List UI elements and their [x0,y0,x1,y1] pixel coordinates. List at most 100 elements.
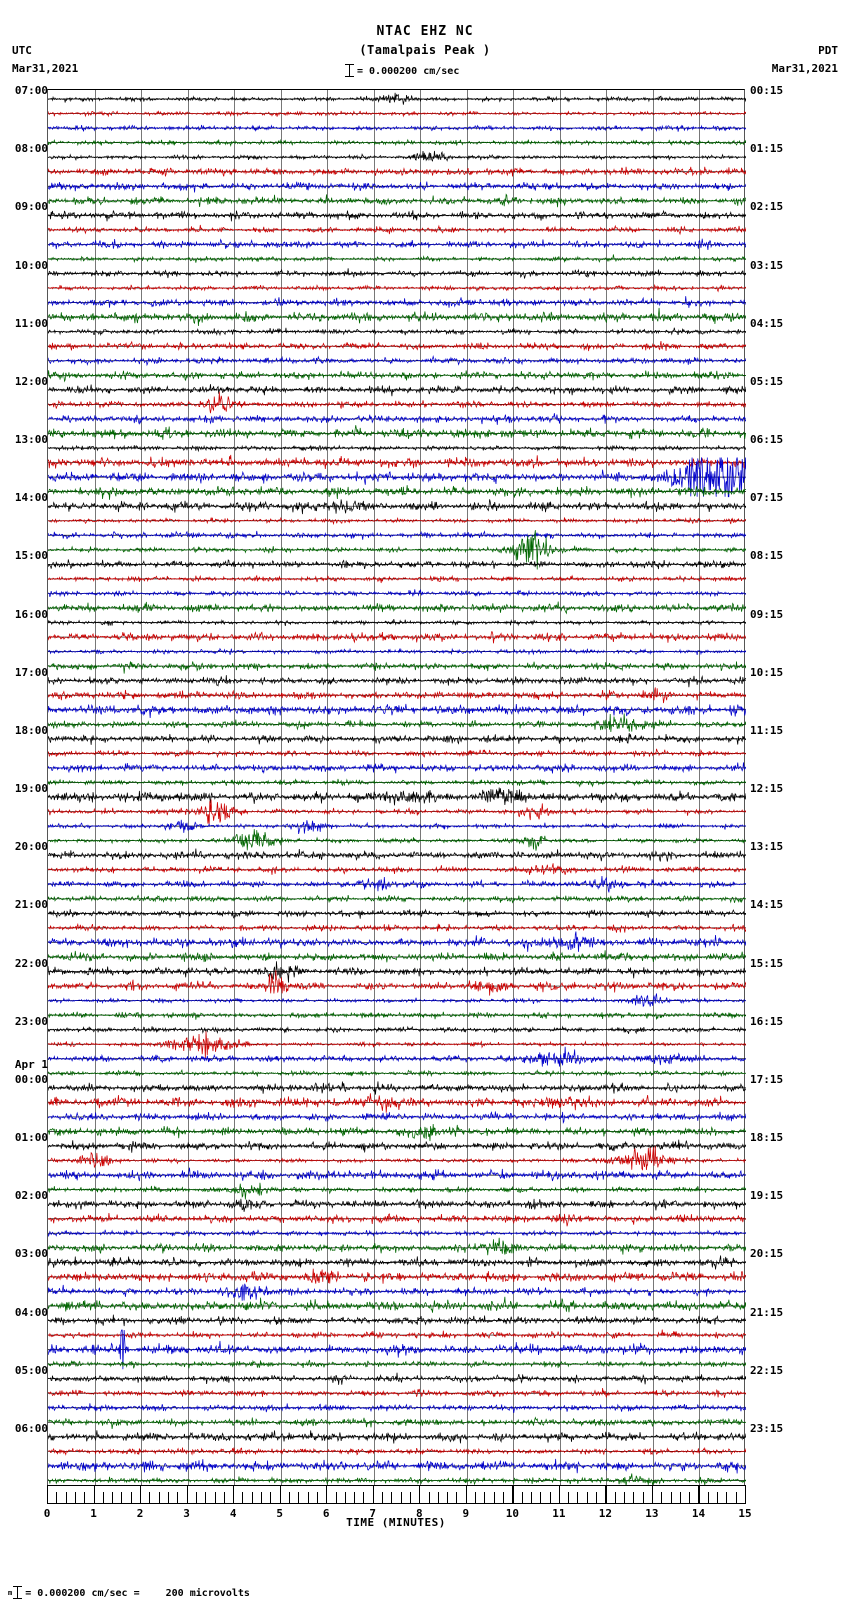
hour-label-utc-0900: 09:00 [14,200,48,214]
axis-tick-major-12 [605,1485,607,1504]
seismic-trace [48,778,746,788]
axis-tick-major-2 [140,1485,142,1504]
right-date-label: Mar31,2021 [771,62,838,75]
seismic-trace [48,1458,746,1474]
hour-label-utc-1000: 10:00 [14,258,48,272]
axis-label-8: 8 [415,1507,423,1520]
seismic-trace [48,589,746,598]
axis-label-9: 9 [462,1507,470,1520]
seismic-trace [48,733,746,745]
hour-label-utc-1200: 12:00 [14,374,48,388]
axis-tick-minor [214,1492,216,1504]
seismic-trace [48,762,746,775]
seismic-trace [48,1046,746,1067]
seismic-trace [48,1011,746,1020]
seismic-trace [48,748,746,759]
axis-tick-minor [149,1492,151,1504]
hour-label-pdt-2115: 21:15 [750,1305,784,1319]
axis-tick-minor [689,1492,691,1504]
seismic-trace [48,674,746,688]
seismic-trace [48,307,746,326]
axis-tick-minor [242,1492,244,1504]
axis-tick-major-1 [93,1485,95,1504]
hour-label-utc-0100: 01:00 [14,1131,48,1144]
seismic-trace [48,110,746,118]
seismic-trace [48,1372,746,1385]
seismic-trace [48,922,746,933]
seismic-trace [48,254,746,264]
axis-tick-major-9 [465,1485,467,1504]
axis-label-15: 15 [738,1507,752,1520]
axis-tick-minor [493,1492,495,1504]
seismic-trace [48,1237,746,1256]
seismic-trace [48,1387,746,1398]
hour-label-utc-0400: 04:00 [14,1305,48,1319]
seismic-trace [48,619,746,627]
axis-tick-major-14 [698,1485,700,1504]
seismic-trace [48,1167,746,1182]
axis-label-0: 0 [43,1507,51,1520]
gridline-minute-11 [559,90,561,1485]
seismic-trace [48,1139,746,1153]
seismic-trace [48,209,746,222]
hour-label-pdt-2015: 20:15 [750,1247,784,1261]
seismic-trace [48,454,746,470]
axis-tick-minor [177,1492,179,1504]
axis-tick-minor [707,1492,709,1504]
axis-tick-minor [223,1492,225,1504]
seismic-trace [48,1329,746,1370]
seismic-trace [48,787,746,806]
right-timezone-label: PDT [818,44,838,57]
axis-tick-minor [344,1492,346,1504]
gridline-minute-4 [234,90,236,1485]
gridline-minute-10 [513,90,515,1485]
axis-tick-major-0 [47,1485,49,1504]
hour-label-pdt-2315: 23:15 [750,1421,784,1435]
axis-tick-minor [521,1492,523,1504]
hour-label-utc-0800: 08:00 [14,142,48,156]
seismic-trace [48,950,746,963]
seismic-trace [48,1473,746,1486]
seismic-trace [48,908,746,920]
seismic-trace [48,819,746,835]
axis-tick-minor [670,1492,672,1504]
seismic-trace [48,1446,746,1456]
seismic-trace [48,1416,746,1429]
hour-label-utc-0600: 06:00 [14,1421,48,1435]
seismic-trace [48,238,746,250]
axis-tick-minor [195,1492,197,1504]
seismic-trace [48,224,746,236]
axis-tick-minor [363,1492,365,1504]
axis-label-14: 14 [691,1507,706,1520]
axis-label-1: 1 [90,1507,97,1520]
hour-label-utc-1100: 11:00 [14,316,48,330]
seismic-trace [48,1182,746,1200]
axis-tick-minor [586,1492,588,1504]
hour-label-utc-0300: 03:00 [14,1247,48,1261]
hour-label-pdt-1615: 16:15 [750,1014,784,1028]
gridline-minute-2 [141,90,143,1485]
hour-label-pdt-1515: 15:15 [750,956,784,970]
seismic-trace [48,1213,746,1227]
seismic-trace [48,283,746,293]
gridline-minute-1 [94,90,96,1485]
seismic-trace [48,327,746,337]
axis-label-13: 13 [645,1507,659,1520]
hour-label-pdt-1815: 18:15 [750,1131,784,1144]
footer-scale-note: m = 0.000200 cm/sec = 200 microvolts [8,1586,250,1599]
seismic-trace [48,1229,746,1238]
gridline-minute-13 [652,90,654,1485]
seismic-trace [48,124,746,132]
axis-title: TIME (MINUTES) [346,1516,446,1529]
seismic-trace [48,444,746,453]
seismic-trace [48,1268,746,1284]
hour-label-pdt-0415: 04:15 [750,316,784,330]
axis-rule-top [47,1485,745,1487]
axis-tick-major-8 [419,1485,421,1504]
axis-tick-minor [596,1492,598,1504]
axis-tick-minor [307,1492,309,1504]
seismic-trace [48,661,746,674]
seismic-trace [48,631,746,644]
seismic-trace [48,1124,746,1142]
hour-label-pdt-2215: 22:15 [750,1363,784,1377]
